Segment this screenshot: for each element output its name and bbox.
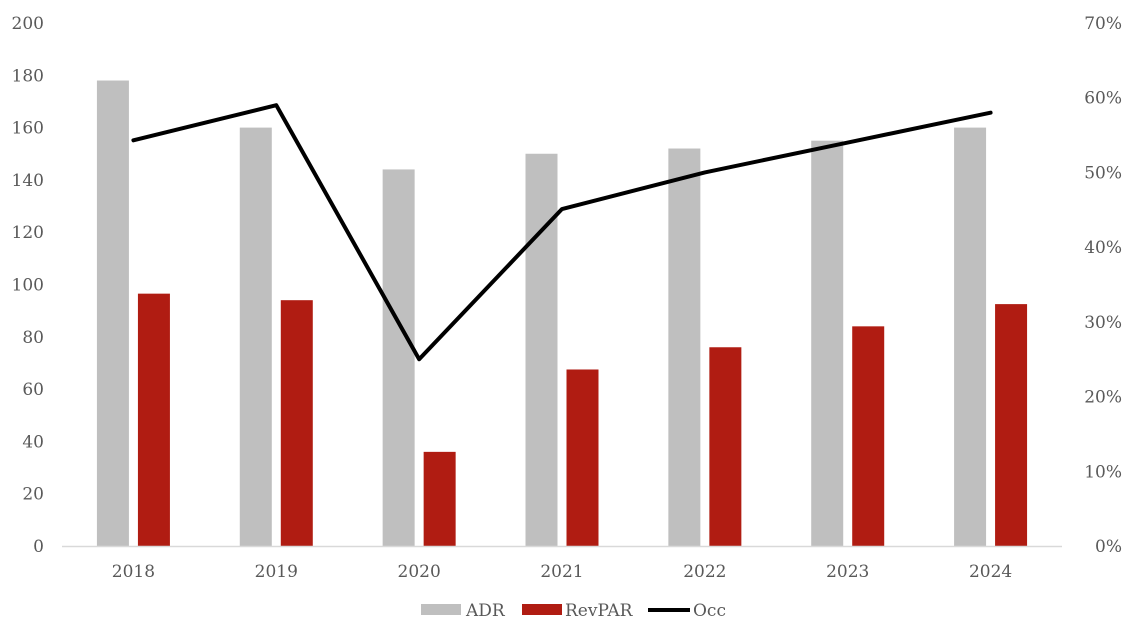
right-tick-label: 70% <box>1084 14 1122 34</box>
bar-adr-2023 <box>811 140 844 547</box>
bar-adr-2020 <box>382 169 415 546</box>
left-tick-label: 100 <box>12 276 44 296</box>
bar-revpar-2019 <box>280 300 313 546</box>
x-tick-label: 2020 <box>398 562 441 582</box>
bars-layer <box>96 80 1028 547</box>
left-tick-label: 40 <box>22 432 44 452</box>
left-tick-label: 80 <box>22 328 44 348</box>
bar-adr-2018 <box>96 80 129 546</box>
left-tick-label: 20 <box>22 485 44 505</box>
line-occ <box>131 103 993 362</box>
x-tick-label: 2024 <box>969 562 1012 582</box>
right-tick-label: 60% <box>1084 89 1122 109</box>
left-tick-label: 140 <box>12 171 44 191</box>
bar-adr-2019 <box>239 127 272 546</box>
legend-label-adr: ADR <box>465 601 506 621</box>
x-axis-ticks: 2018 2019 2020 2021 2022 2023 2024 <box>112 562 1012 582</box>
legend: ADR RevPAR Occ <box>421 601 726 621</box>
x-tick-label: 2023 <box>826 562 869 582</box>
bar-revpar-2021 <box>566 369 599 546</box>
right-axis-ticks: 0% 10% 20% 30% 40% 50% 60% 70% <box>1084 14 1122 557</box>
x-tick-label: 2022 <box>683 562 726 582</box>
legend-label-occ: Occ <box>693 601 726 621</box>
right-tick-label: 30% <box>1084 313 1122 333</box>
left-tick-label: 180 <box>12 66 44 86</box>
right-tick-label: 50% <box>1084 163 1122 183</box>
bar-revpar-2023 <box>852 326 885 546</box>
right-tick-label: 40% <box>1084 238 1122 258</box>
bar-adr-2024 <box>954 127 987 546</box>
left-tick-label: 160 <box>12 119 44 139</box>
legend-swatch-revpar <box>522 604 562 615</box>
right-tick-label: 10% <box>1084 462 1122 482</box>
x-tick-label: 2019 <box>255 562 298 582</box>
x-tick-label: 2018 <box>112 562 155 582</box>
legend-label-revpar: RevPAR <box>565 601 634 621</box>
bar-revpar-2018 <box>137 293 170 546</box>
bar-revpar-2022 <box>709 347 742 546</box>
left-tick-label: 60 <box>22 380 44 400</box>
left-tick-label: 0 <box>33 537 44 557</box>
legend-swatch-adr <box>421 604 461 615</box>
bar-adr-2021 <box>525 153 558 546</box>
right-tick-label: 20% <box>1084 388 1122 408</box>
occ-line-layer <box>131 103 993 362</box>
left-tick-label: 120 <box>12 223 44 243</box>
right-tick-label: 0% <box>1095 537 1122 557</box>
bar-adr-2022 <box>668 148 701 546</box>
bar-revpar-2020 <box>423 451 456 546</box>
x-tick-label: 2021 <box>540 562 583 582</box>
left-tick-label: 200 <box>12 14 44 34</box>
left-axis-ticks: 0 20 40 60 80 100 120 140 160 180 200 <box>12 14 44 557</box>
bar-revpar-2024 <box>995 304 1028 546</box>
